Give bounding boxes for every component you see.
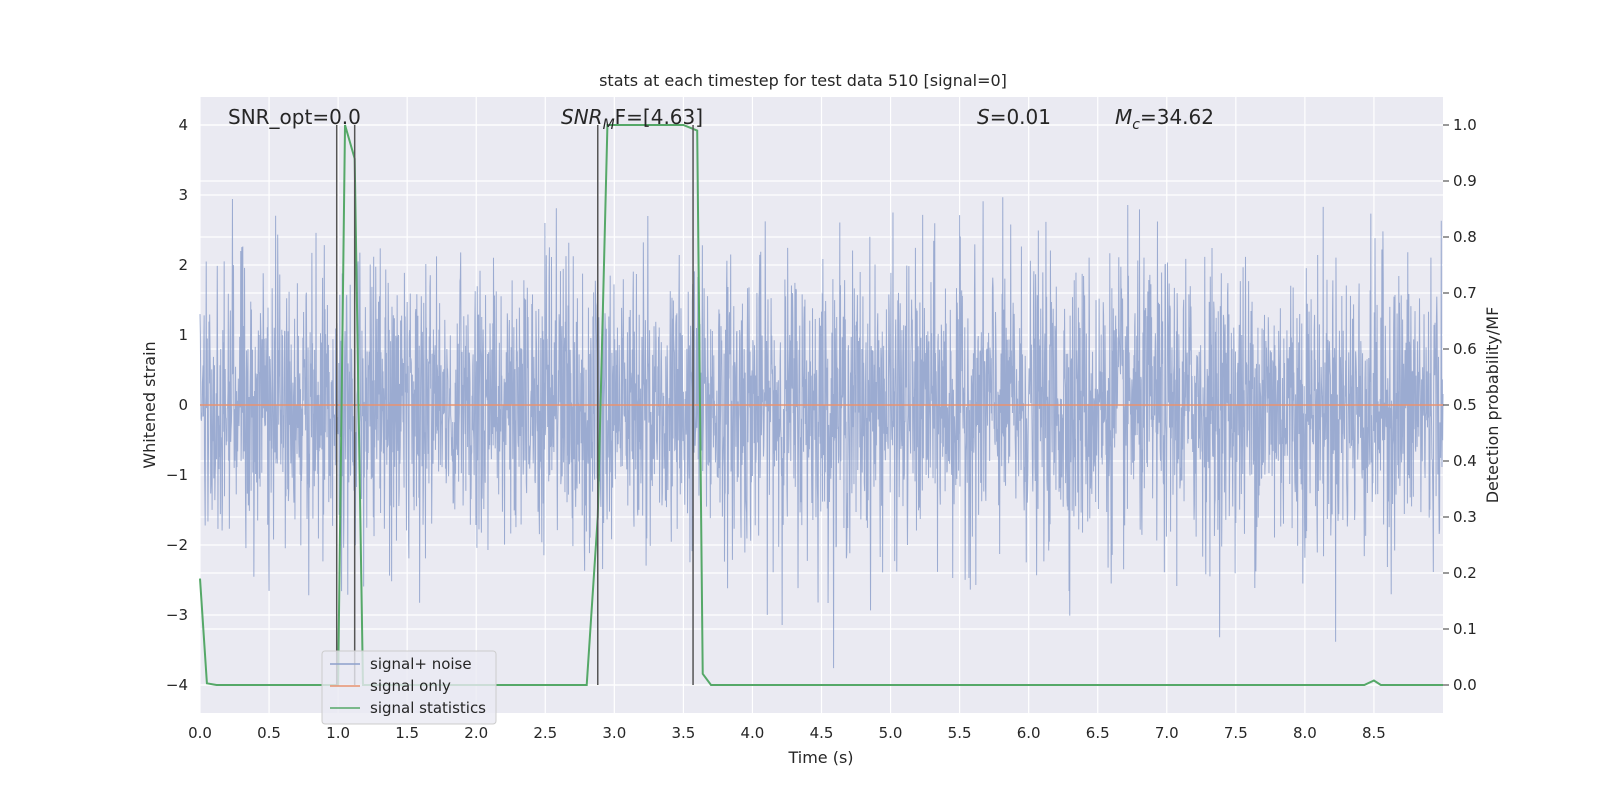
x-tick-label: 2.0 — [464, 724, 488, 742]
right-y-tick-label: 0.8 — [1453, 228, 1477, 246]
x-tick-label: 0.0 — [188, 724, 212, 742]
right-y-axis-ticks: 0.0 0.1 0.2 0.3 0.4 0.5 0.6 0.7 0.8 0.9 1.0 — [1443, 116, 1477, 694]
legend-label-signal-only: signal only — [370, 677, 451, 695]
y-tick-label: 0 — [178, 396, 188, 414]
x-tick-label: 6.0 — [1017, 724, 1041, 742]
s-annotation: S=0.01 — [977, 105, 1051, 129]
x-tick-label: 2.5 — [533, 724, 557, 742]
x-tick-label: 3.0 — [602, 724, 626, 742]
mc-symbol: M — [1115, 105, 1132, 129]
x-tick-label: 7.0 — [1155, 724, 1179, 742]
y-tick-label: −4 — [166, 676, 188, 694]
snr-mf-annotation: SNRMF=[4.63] — [561, 105, 703, 133]
s-symbol: S — [977, 105, 990, 129]
x-tick-label: 4.0 — [741, 724, 765, 742]
legend-label-signal-statistics: signal statistics — [370, 699, 486, 717]
x-tick-label: 5.0 — [879, 724, 903, 742]
mc-value: =34.62 — [1140, 105, 1214, 129]
y-tick-label: −2 — [166, 536, 188, 554]
snr-opt-annotation: SNR_opt=0.0 — [228, 105, 361, 129]
mc-subscript: c — [1132, 117, 1140, 133]
right-y-tick-label: 0.4 — [1453, 452, 1477, 470]
chart-title: stats at each timestep for test data 510… — [599, 71, 1007, 90]
x-tick-label: 0.5 — [257, 724, 281, 742]
y-tick-label: 3 — [178, 186, 188, 204]
y-axis-label: Whitened strain — [140, 341, 159, 468]
right-y-axis-label: Detection probability/MF — [1483, 307, 1502, 504]
right-y-tick-label: 0.5 — [1453, 396, 1477, 414]
x-axis-label: Time (s) — [787, 748, 853, 767]
x-tick-label: 1.5 — [395, 724, 419, 742]
y-tick-label: 1 — [178, 326, 188, 344]
right-y-tick-label: 0.7 — [1453, 284, 1477, 302]
y-tick-label: −1 — [166, 466, 188, 484]
signal-noise-line — [199, 197, 1444, 669]
snr-mf-symbol: SNR — [561, 105, 603, 129]
right-y-tick-label: 1.0 — [1453, 116, 1477, 134]
x-tick-label: 6.5 — [1086, 724, 1110, 742]
x-axis-ticks: 0.0 0.5 1.0 1.5 2.0 2.5 3.0 3.5 4.0 4.5 5.0 5.5 6.0 6… — [188, 724, 1386, 742]
right-y-tick-label: 0.1 — [1453, 620, 1477, 638]
right-y-tick-label: 0.2 — [1453, 564, 1477, 582]
x-tick-label: 5.5 — [948, 724, 972, 742]
s-value: =0.01 — [990, 105, 1051, 129]
legend-box — [321, 650, 497, 725]
right-y-tick-label: 0.9 — [1453, 172, 1477, 190]
x-tick-label: 8.0 — [1293, 724, 1317, 742]
x-tick-label: 7.5 — [1224, 724, 1248, 742]
snr-mf-value: F=[4.63] — [615, 105, 703, 129]
x-tick-label: 1.0 — [326, 724, 350, 742]
y-axis-ticks: −4 −3 −2 −1 0 1 2 3 4 — [166, 116, 188, 694]
snr-mf-subscript: M — [603, 117, 615, 133]
y-tick-label: 2 — [178, 256, 188, 274]
vertical-markers — [335, 125, 694, 685]
x-tick-label: 4.5 — [810, 724, 834, 742]
right-y-tick-label: 0.0 — [1453, 676, 1477, 694]
signal-noise-series — [199, 197, 1444, 669]
right-y-tick-label: 0.3 — [1453, 508, 1477, 526]
y-tick-label: −3 — [166, 606, 188, 624]
right-y-tick-label: 0.6 — [1453, 340, 1477, 358]
x-tick-label: 3.5 — [671, 724, 695, 742]
mc-annotation: Mc=34.62 — [1115, 105, 1214, 133]
legend-label-signal-noise: signal+ noise — [370, 655, 472, 673]
x-tick-label: 8.5 — [1362, 724, 1386, 742]
legend: signal+ noise signal only signal statist… — [321, 650, 497, 725]
y-tick-label: 4 — [178, 116, 188, 134]
